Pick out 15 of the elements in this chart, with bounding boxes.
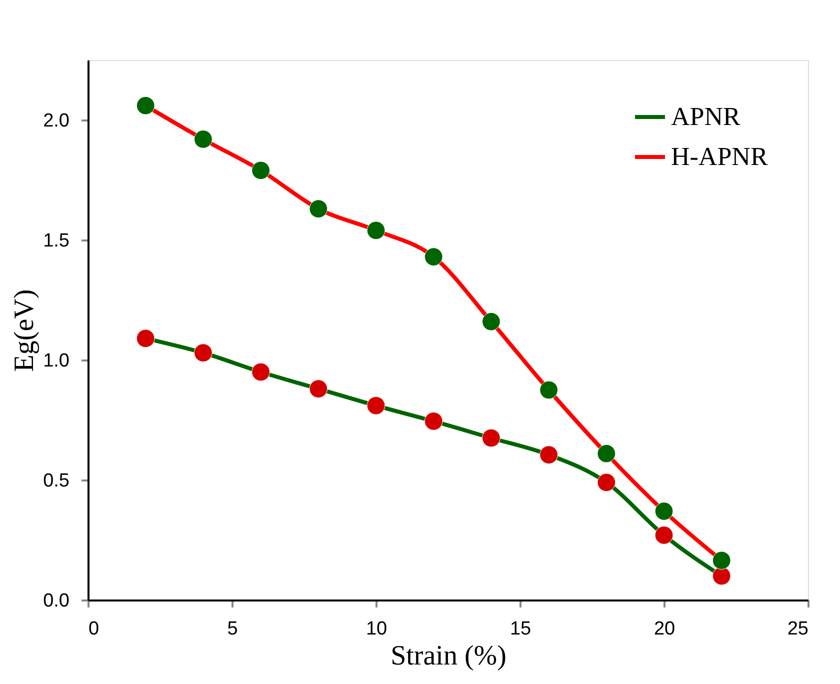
- y-tick-label: 0.5: [43, 470, 70, 492]
- x-tick-label: 15: [510, 618, 532, 640]
- legend-label: H-APNR: [671, 142, 768, 171]
- x-axis-title: Strain (%): [390, 640, 506, 672]
- x-tick-label: 10: [366, 618, 388, 640]
- x-tick-label: 5: [227, 618, 238, 640]
- y-tick-label: 2.0: [43, 110, 70, 132]
- y-tick-label: 0.0: [43, 590, 70, 612]
- legend-label: APNR: [671, 102, 742, 131]
- x-tick-label: 25: [787, 618, 808, 640]
- x-tick-label: 0: [88, 618, 100, 640]
- y-tick-label: 1.5: [43, 230, 70, 252]
- y-tick-label: 1.0: [43, 350, 70, 372]
- y-axis-title: Eg(eV): [9, 289, 40, 372]
- x-tick-label: 20: [654, 618, 676, 640]
